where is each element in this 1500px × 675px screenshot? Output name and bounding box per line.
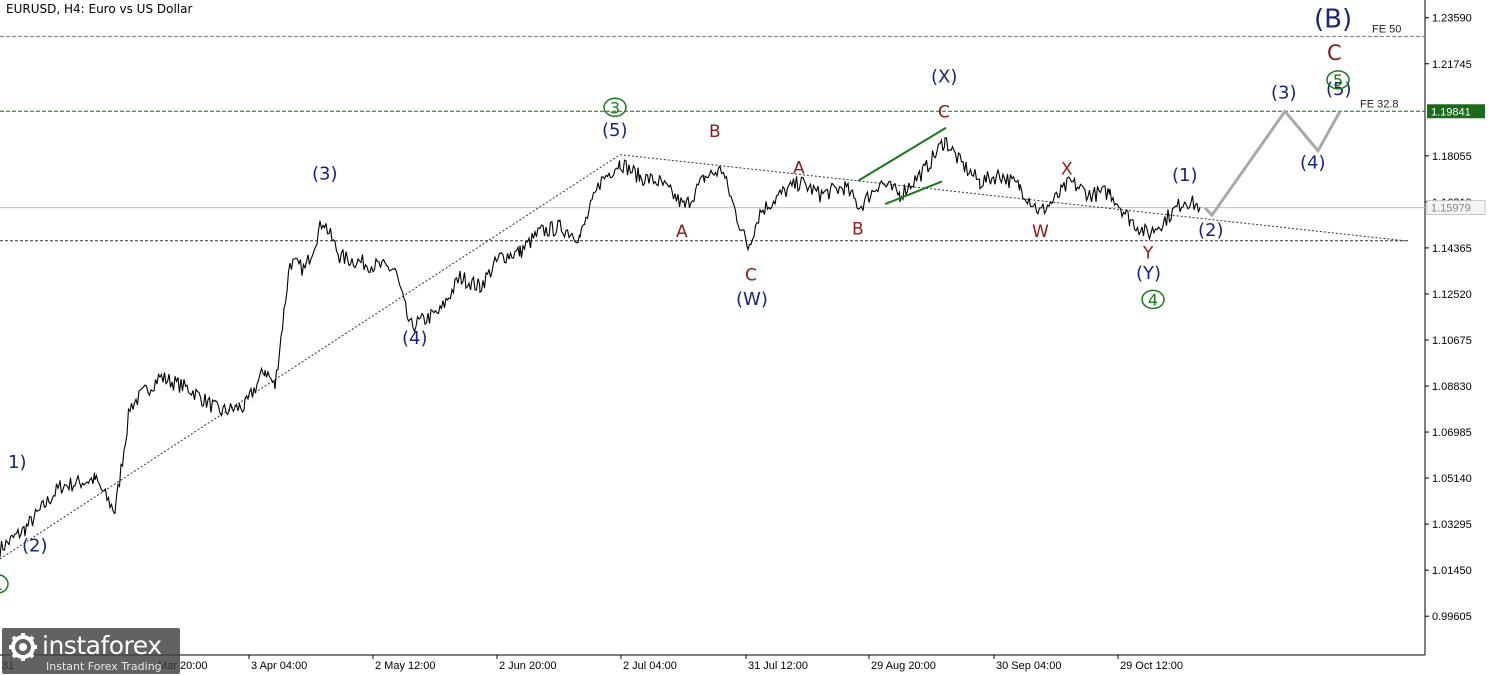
- wedge-line: [857, 126, 947, 182]
- circled-wave-label: 4: [1148, 290, 1158, 309]
- wave-label: (3): [1271, 83, 1297, 104]
- y-tick-label: 1.23590: [1432, 13, 1472, 25]
- circled-wave-ring: [603, 97, 627, 118]
- projection-line: [1203, 108, 1342, 218]
- wave-label: Y: [1142, 243, 1154, 263]
- wave-label: (3): [312, 164, 338, 185]
- wave-label: W: [1032, 222, 1049, 242]
- trendlines: [0, 154, 1406, 560]
- wave-label: (W): [736, 289, 768, 310]
- x-tick-label: 30 Sep 04:00: [996, 660, 1061, 672]
- wave-label: (4): [402, 328, 428, 349]
- wave-label: X: [1061, 160, 1073, 180]
- y-tick-label: 1.14365: [1432, 243, 1472, 255]
- x-tick-label: 2 May 12:00: [375, 660, 436, 672]
- y-tick-label: 0.99605: [1432, 611, 1472, 623]
- current-price-tick: 1.15979: [1431, 203, 1471, 215]
- wave-label: A: [676, 222, 688, 242]
- fe-level-label: FE 50: [1372, 23, 1401, 35]
- wave-label: (5): [602, 120, 628, 141]
- circled-wave-ring: [1326, 70, 1350, 90]
- wave-label: (Y): [1136, 263, 1161, 284]
- wave-label: C: [938, 102, 950, 122]
- y-tick-label: 1.06985: [1432, 427, 1472, 439]
- y-tick-label: 1.08830: [1432, 381, 1472, 393]
- wave-label: 1): [8, 452, 26, 473]
- wave-label: (2): [1198, 220, 1224, 241]
- circled-wave-label-partial: 1: [0, 575, 3, 594]
- wave-label: (B): [1314, 4, 1352, 34]
- logo-tagline: Instant Forex Trading: [46, 660, 162, 673]
- chart-title: EURUSD, H4: Euro vs US Dollar: [6, 2, 193, 16]
- x-tick-label: 2 Jun 20:00: [499, 660, 557, 672]
- circled-wave-label: 3: [610, 98, 620, 117]
- wedge-line: [884, 180, 943, 206]
- price-series: [0, 137, 1201, 558]
- current-price-box: [1426, 200, 1486, 216]
- price-axis: 1.235901.217451.198411.180551.162101.159…: [1425, 13, 1486, 623]
- circled-wave-ring-partial: [0, 574, 9, 594]
- wave-label: (2): [22, 536, 48, 557]
- wedge-lines: [857, 126, 947, 206]
- wave-label: C: [745, 266, 757, 286]
- y-tick-label: 1.10675: [1432, 335, 1472, 347]
- x-tick-label: 2 Jul 04:00: [623, 660, 677, 672]
- trendline: [0, 154, 621, 560]
- y-tick-label: 1.03295: [1432, 519, 1472, 531]
- x-tick-label: 29 Oct 12:00: [1120, 660, 1183, 672]
- fe-price-box: [1427, 104, 1485, 119]
- wave-label: (1): [1172, 165, 1198, 186]
- price-line: [0, 137, 1201, 558]
- y-tick-label: 1.21745: [1432, 59, 1472, 71]
- wave-label: (X): [931, 66, 957, 87]
- wave-label: B: [709, 122, 721, 142]
- wave-label: B: [852, 220, 864, 240]
- y-tick-label: 1.18055: [1432, 151, 1472, 163]
- logo-gear-icon: [9, 633, 37, 661]
- circled-wave-label: 5: [1333, 71, 1343, 90]
- x-tick-label: 29 Aug 20:00: [871, 660, 936, 672]
- y-tick-label: 1.05140: [1432, 473, 1472, 485]
- y-tick-label: 1.01450: [1432, 565, 1472, 577]
- y-tick-label: 1.12520: [1432, 289, 1472, 301]
- x-tick-label: 31 Jul 12:00: [748, 660, 808, 672]
- logo-brand: instaforex: [42, 631, 162, 660]
- wave-label: A: [793, 158, 805, 178]
- x-tick-label: 3 Apr 04:00: [251, 660, 307, 672]
- wave-label: C: [1327, 41, 1342, 65]
- wave-label: (4): [1300, 152, 1326, 173]
- fe-price-tick: 1.19841: [1431, 106, 1471, 118]
- fe-level-label: FE 32.8: [1360, 98, 1399, 110]
- circled-wave-ring: [1141, 289, 1165, 310]
- wave-labels: 1)(2)(3)(4)(5)(W)(X)(Y)(1)(2)(3)(4)(5)(B…: [0, 4, 1352, 594]
- projection-path: [1203, 108, 1342, 218]
- instaforex-logo: instaforex Instant Forex Trading: [2, 628, 180, 674]
